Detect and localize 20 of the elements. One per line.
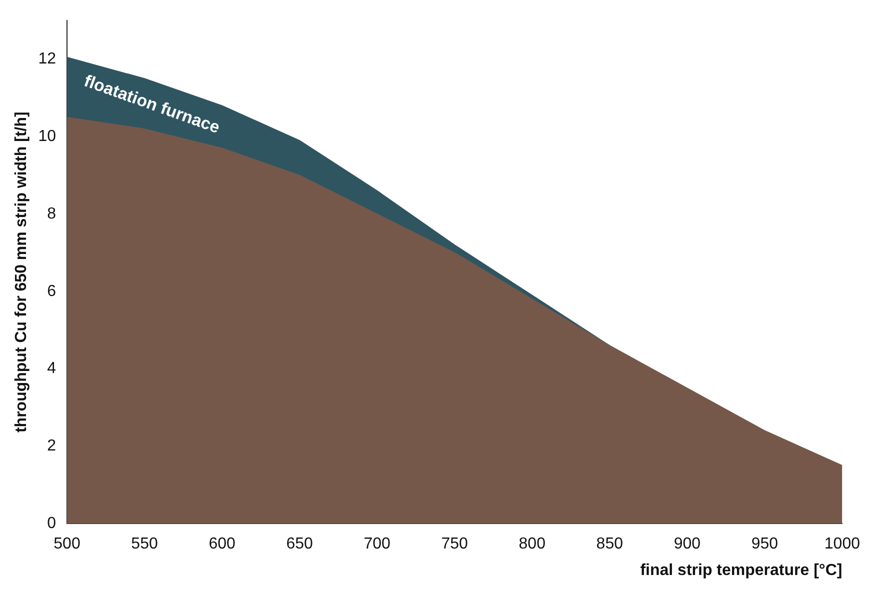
x-tick-label: 650 (286, 536, 314, 553)
y-tick-label: 12 (38, 50, 56, 68)
x-tick-label: 750 (441, 536, 468, 553)
x-tick-label: 900 (674, 536, 701, 553)
y-axis-title: throughput Cu for 650 mm strip width [t/h] (13, 112, 30, 433)
y-tick-label: 6 (47, 282, 56, 300)
x-tick-label: 700 (364, 536, 391, 553)
x-tick-label: 850 (596, 536, 624, 553)
y-tick-label: 2 (47, 438, 56, 455)
y-tick-label: 10 (38, 128, 56, 146)
x-tick-label: 550 (131, 536, 158, 553)
x-tick-label: 1000 (824, 536, 860, 553)
x-tick-label: 800 (518, 536, 546, 553)
x-axis-title: final strip temperature [°C] (640, 562, 842, 579)
y-tick-label: 0 (47, 515, 56, 532)
y-tick-label: 4 (47, 360, 56, 378)
x-tick-label: 950 (751, 536, 778, 553)
x-tick-label: 500 (54, 536, 80, 553)
y-tick-label: 8 (47, 205, 56, 222)
x-tick-label: 600 (208, 536, 236, 553)
